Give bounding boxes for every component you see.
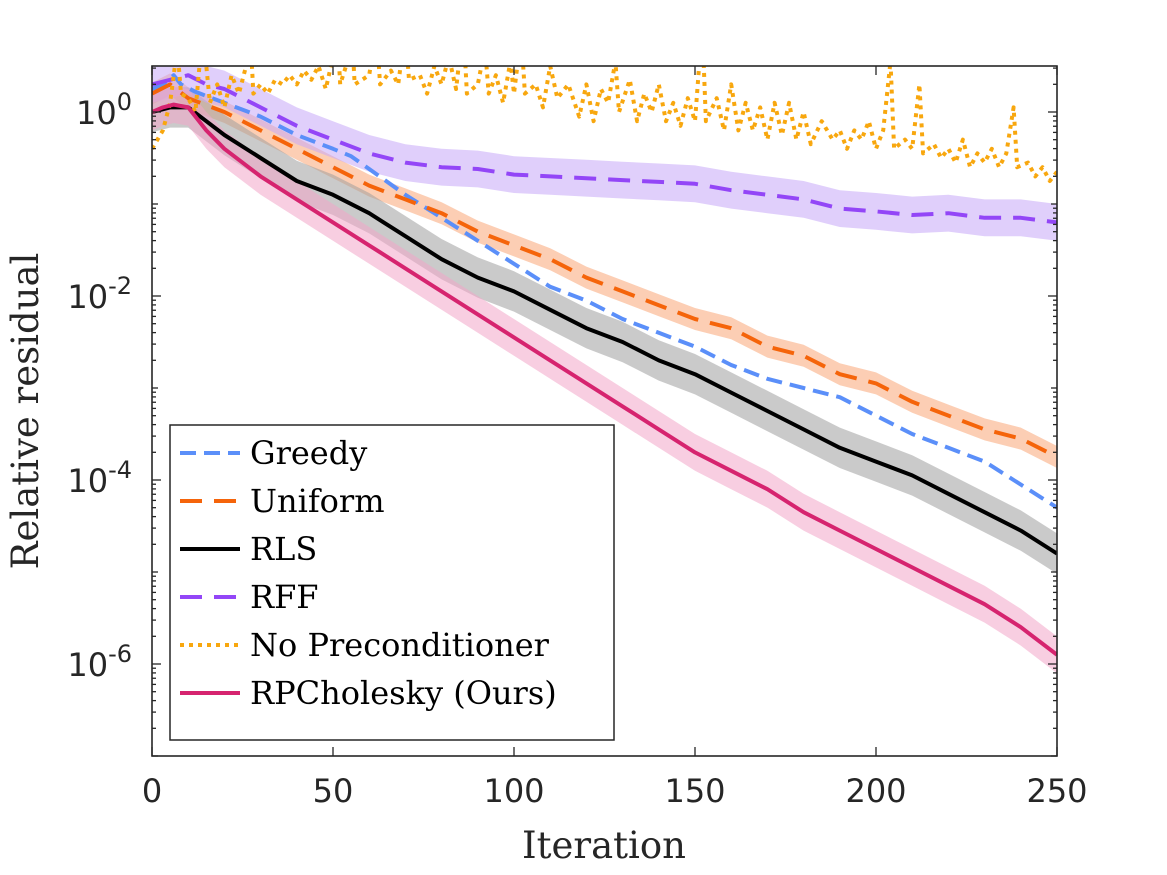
plot-frame bbox=[151, 65, 1058, 757]
x-tick-label: 150 bbox=[664, 772, 725, 810]
svg-text:10-6: 10-6 bbox=[67, 640, 132, 684]
legend-item-rpcholesky-ours: RPCholesky (Ours) bbox=[180, 674, 557, 712]
svg-text:10-4: 10-4 bbox=[67, 456, 132, 500]
x-tick-label: 200 bbox=[845, 772, 906, 810]
legend-box bbox=[169, 424, 615, 741]
x-tick-labels: 0 50 100 150 200 250 bbox=[142, 772, 1088, 810]
series-line-rpcholesky-ours bbox=[152, 102, 1057, 657]
y-tick-label: 10-6 bbox=[67, 640, 132, 684]
x-tick-label: 250 bbox=[1026, 772, 1087, 810]
legend-label: No Preconditioner bbox=[250, 626, 550, 664]
x-tick-label: 0 bbox=[142, 772, 162, 810]
y-tick-label: 100 bbox=[76, 88, 132, 132]
x-tick-label: 100 bbox=[483, 772, 544, 810]
y-tick-labels: 100 10-2 10-4 10-6 bbox=[67, 88, 132, 684]
y-tick-label: 10-4 bbox=[67, 456, 132, 500]
legend-label: Greedy bbox=[250, 434, 367, 472]
legend-label: Uniform bbox=[250, 482, 385, 520]
svg-text:10-2: 10-2 bbox=[67, 272, 132, 316]
y-tick-label: 10-2 bbox=[67, 272, 132, 316]
svg-text:100: 100 bbox=[76, 88, 132, 132]
band-rff bbox=[152, 66, 1057, 241]
plot-lines bbox=[152, 66, 1057, 657]
x-tick-label: 50 bbox=[313, 772, 354, 810]
legend-label: RLS bbox=[250, 530, 317, 568]
series-line-no-preconditioner bbox=[152, 66, 1057, 183]
legend-item-greedy: Greedy bbox=[180, 434, 367, 472]
x-axis-title: Iteration bbox=[522, 824, 686, 867]
legend-label: RPCholesky (Ours) bbox=[250, 674, 557, 712]
legend-item-rff: RFF bbox=[180, 578, 319, 616]
band-rls bbox=[152, 87, 1057, 574]
series-line-uniform bbox=[152, 82, 1057, 459]
series-line-rls bbox=[152, 105, 1057, 556]
ticks bbox=[151, 66, 1058, 757]
legend-item-rls: RLS bbox=[180, 530, 317, 568]
series-line-greedy bbox=[152, 73, 1057, 510]
legend-item-uniform: Uniform bbox=[180, 482, 385, 520]
legend-label: RFF bbox=[250, 578, 319, 616]
y-axis-title: Relative residual bbox=[4, 253, 47, 570]
legend: Greedy Uniform RLS RFF No Preconditioner RPCh… bbox=[169, 424, 615, 741]
band-uniform bbox=[152, 73, 1057, 469]
legend-item-no-preconditioner: No Preconditioner bbox=[180, 626, 550, 664]
series-line-rff bbox=[152, 73, 1057, 225]
